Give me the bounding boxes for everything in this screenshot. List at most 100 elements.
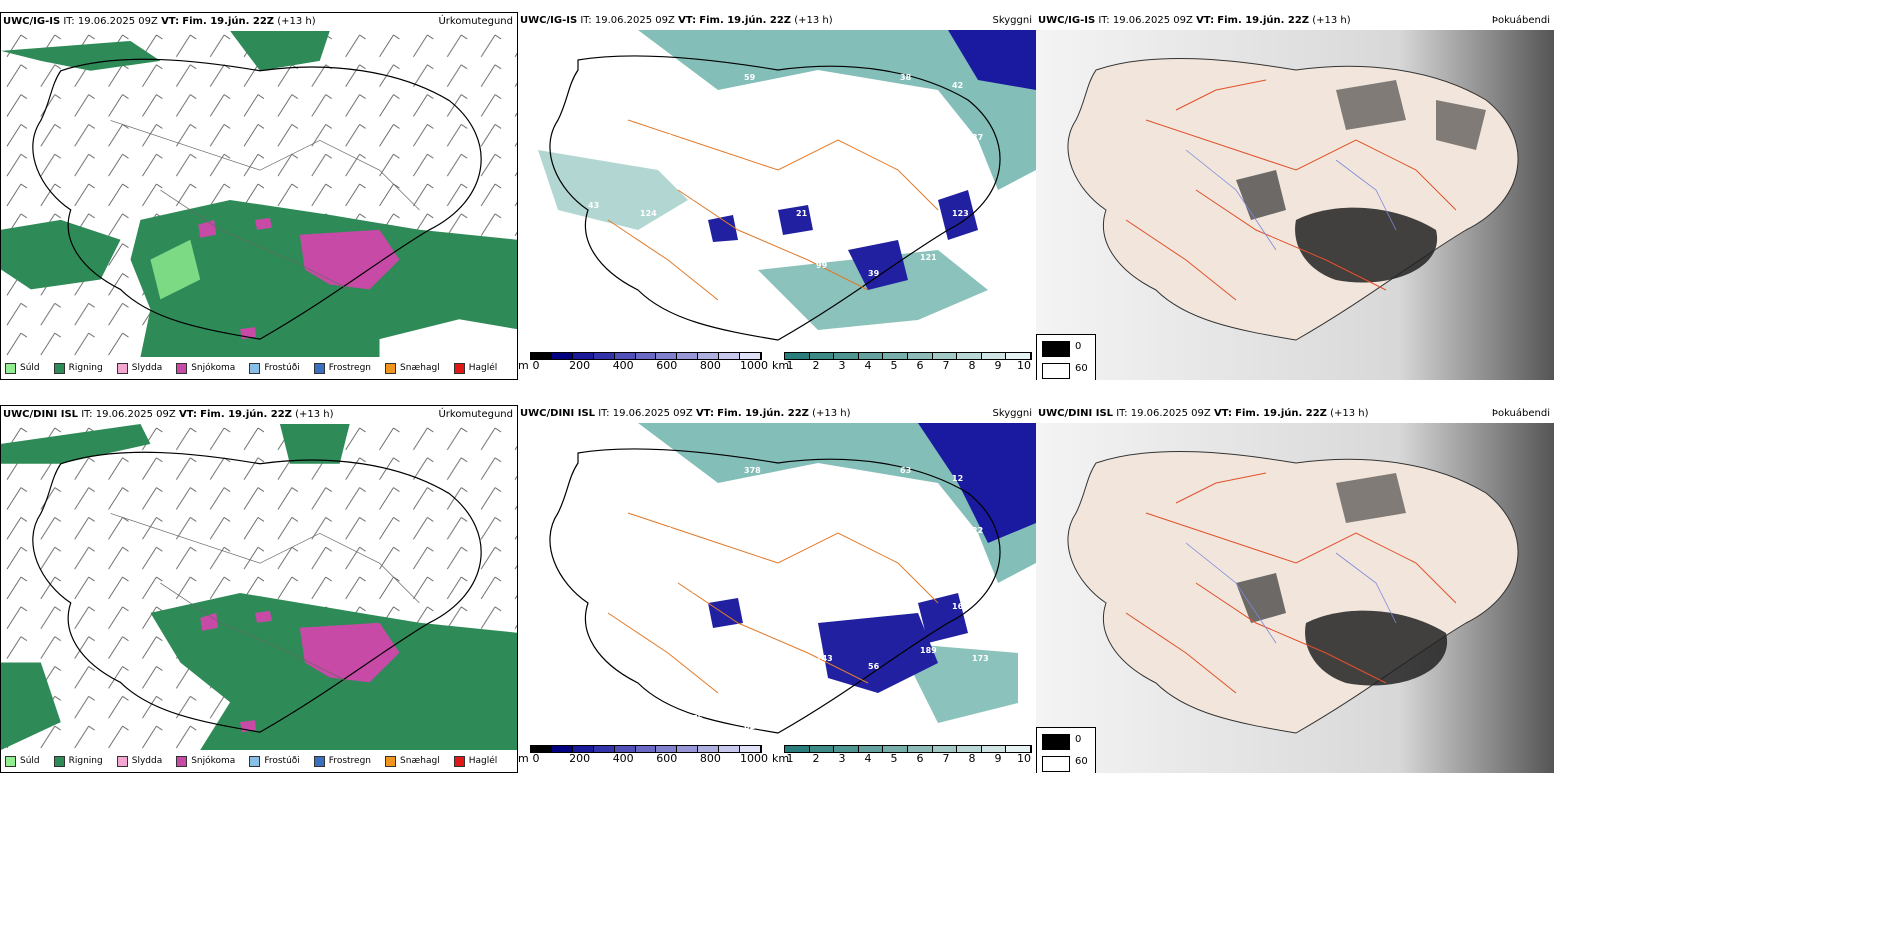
colorbar-segment — [785, 353, 810, 359]
colorbar-tick-label: 10 — [1017, 359, 1031, 372]
colorbar-tick-label: 600 — [656, 752, 678, 765]
ceiling-colorbar: m 0 200 400 600 800 1000 — [518, 352, 768, 372]
colorbar-segment — [698, 746, 720, 752]
ceiling-bar — [530, 352, 762, 360]
visibility-bar — [784, 745, 1032, 753]
colorbar-tick-label: 600 — [656, 359, 678, 372]
cloud-base-label: 75 — [692, 714, 704, 723]
cloud-base-label: 71 — [692, 89, 704, 98]
colorbar-segment — [957, 746, 982, 752]
colorbar-segment — [785, 746, 810, 752]
panel-header: UWC/DINI ISL IT: 19.06.2025 09Z VT: Fim.… — [1, 406, 517, 424]
colorbar-tick-label: 8 — [968, 752, 976, 765]
colorbar-segment — [740, 746, 761, 752]
swatch — [5, 755, 16, 767]
valid-time: Fim. 19.jún. 22Z — [182, 16, 275, 27]
cloud-base-label: 39 — [868, 269, 880, 278]
legend-item-frostudi: Frostúði — [249, 362, 300, 374]
colorbar-segment — [957, 353, 982, 359]
colorbar-segment — [593, 353, 615, 359]
fog-key-label-0: 0 — [1075, 341, 1082, 352]
cloud-base-label: 61 — [640, 81, 652, 90]
fog-key-swatch-0 — [1042, 734, 1070, 750]
colorbar-segment — [531, 353, 552, 359]
colorbar-segment — [635, 746, 657, 752]
init-time: IT: 19.06.2025 09Z — [1116, 408, 1211, 419]
swatch — [53, 755, 65, 767]
cloud-base-label: 38 — [900, 73, 912, 82]
cloud-base-label: 96 — [900, 201, 912, 210]
swatch — [385, 362, 397, 374]
cloud-base-label: 72 — [588, 73, 599, 82]
colorbar-tick-label: 0 — [532, 359, 540, 372]
cloud-base-label: 173 — [972, 654, 989, 663]
cloud-base-label: 57 — [712, 269, 723, 278]
swatch — [385, 755, 397, 767]
cloud-base-label: 303 — [692, 586, 709, 595]
cloud-base-label: 435 — [640, 474, 657, 483]
cloud-base-label: 74 — [608, 149, 620, 158]
colorbar-segment — [883, 746, 908, 752]
colorbar-segment — [907, 746, 933, 752]
colorbar-tick-label: 3 — [838, 752, 846, 765]
cloud-base-label: 70 — [660, 654, 672, 663]
ceiling-unit: m — [518, 752, 529, 765]
init-time: IT: 19.06.2025 09Z — [81, 409, 176, 420]
cloud-base-label: 122 — [972, 261, 989, 270]
colorbar-tick-label: 1000 — [740, 752, 768, 765]
cloud-base-label: 82 — [764, 542, 775, 551]
init-time: IT: 19.06.2025 09Z — [63, 16, 158, 27]
colorbar-segment — [932, 746, 958, 752]
ceiling-colorbar: m 0 200 400 600 800 1000 — [518, 745, 768, 765]
colorbar-segment — [614, 353, 636, 359]
lead-time: (+13 h) — [812, 408, 851, 419]
cloud-base-label: 326 — [816, 133, 833, 142]
colorbar-tick-label: 6 — [916, 359, 924, 372]
ceiling-ticks: 0 200 400 600 800 1000 — [518, 752, 769, 766]
panel-title: Skyggni — [992, 15, 1032, 26]
model-name: UWC/DINI ISL — [1038, 408, 1114, 419]
cloud-panel-row1: UWC/IG-IS IT: 19.06.2025 09Z VT: Fim. 19… — [518, 12, 1036, 380]
colorbar-segment — [1006, 353, 1031, 359]
visibility-colorbar: km 1 2 3 4 5 6 7 8 9 10 — [772, 745, 1036, 765]
valid-time: Fim. 19.jún. 22Z — [717, 408, 809, 419]
cloud-base-label: 50 — [764, 646, 776, 655]
colorbar-tick-label: 2 — [812, 359, 820, 372]
colorbar-tick-label: 9 — [994, 752, 1002, 765]
colorbar-segment — [719, 746, 741, 752]
cloud-base-label: 162 — [952, 602, 969, 611]
colorbar-tick-label: 9 — [994, 359, 1002, 372]
fog-map — [1036, 30, 1554, 380]
cloud-base-label: 526 — [692, 193, 709, 202]
colorbar-tick-label: 5 — [890, 752, 898, 765]
cloud-base-label: 42 — [952, 81, 963, 90]
colorbar-tick-label: 5 — [890, 359, 898, 372]
init-time: IT: 19.06.2025 09Z — [598, 408, 693, 419]
cloud-base-label: 59 — [764, 149, 776, 158]
cloud-base-label: 49 — [848, 193, 860, 202]
cloud-base-label: 59 — [744, 73, 756, 82]
cloud-base-label: 33 — [796, 602, 807, 611]
colorbar-segment — [834, 353, 859, 359]
cloud-base-label: 49 — [868, 141, 880, 150]
cloud-base-label: 6 — [588, 329, 594, 338]
colorbar-tick-label: 800 — [699, 752, 721, 765]
colorbar-segment — [834, 746, 859, 752]
colorbar-tick-label: 200 — [569, 359, 591, 372]
colorbar-segment — [677, 746, 699, 752]
fog-key-label-0: 0 — [1075, 734, 1082, 745]
cloud-base-label: 48 — [848, 586, 860, 595]
cloud-base-label: 41 — [712, 662, 724, 671]
precip-map — [1, 31, 517, 357]
colorbar-segment — [858, 746, 884, 752]
fog-key: 0 60 — [1036, 334, 1096, 380]
colorbar-segment — [551, 353, 573, 359]
colorbar-segment — [698, 353, 720, 359]
cloud-base-label: 39 — [744, 594, 756, 603]
model-name: UWC/IG-IS — [520, 15, 578, 26]
init-time: IT: 19.06.2025 09Z — [1098, 15, 1193, 26]
lead-time: (+13 h) — [295, 409, 334, 420]
legend-item-rigning: Rigning — [53, 755, 103, 767]
model-name: UWC/IG-IS — [3, 16, 61, 27]
cloud-base-label: 101 — [848, 482, 865, 491]
